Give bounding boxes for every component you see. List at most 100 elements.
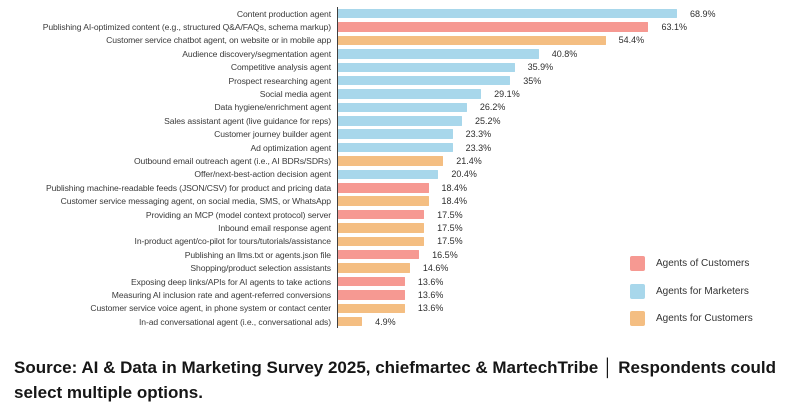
bar — [338, 49, 539, 59]
legend-swatch-red — [630, 256, 645, 271]
category-label: Sales assistant agent (live guidance for… — [164, 115, 331, 126]
bar-track: 35% — [337, 73, 800, 88]
chart-row: Customer journey builder agent 23.3% — [0, 127, 800, 141]
bar — [338, 75, 511, 86]
chart-row: Prospect researching agent 35% — [0, 73, 800, 88]
chart-row: Customer service chatbot agent, on websi… — [0, 33, 800, 48]
bar — [338, 223, 425, 233]
value-label: 54.4% — [618, 35, 645, 46]
value-label: 16.5% — [432, 249, 458, 260]
category-label: Competitive analysis agent — [230, 62, 331, 73]
category-label: Social media agent — [259, 89, 331, 100]
chart-row: Content production agent 68.9% — [0, 7, 800, 21]
bar-track: 13.6% — [337, 288, 800, 302]
chart-row: Customer service voice agent, in phone s… — [0, 301, 800, 315]
chart-row: Customer service messaging agent, on soc… — [0, 194, 800, 208]
category-label: Publishing machine-readable feeds (JSON/… — [45, 182, 331, 193]
legend-item-agents-of-customers: Agents of Customers — [630, 256, 753, 271]
bar — [338, 209, 425, 220]
chart-row: Competitive analysis agent 35.9% — [0, 60, 800, 74]
chart-row: Measuring AI inclusion rate and agent-re… — [0, 288, 800, 302]
bar-track: 68.9% — [337, 7, 800, 21]
bar — [338, 62, 515, 72]
chart-row: Audience discovery/segmentation agent 40.… — [0, 47, 800, 61]
bar-track: 40.8% — [337, 47, 800, 61]
value-label: 17.5% — [437, 222, 463, 233]
chart-row: Offer/next-best-action decision agent 20.… — [0, 167, 800, 182]
bar-track: 29.1% — [337, 87, 800, 101]
legend-label: Agents for Customers — [656, 313, 753, 324]
bar-track: 23.3% — [337, 140, 800, 155]
bar — [338, 276, 405, 287]
value-label: 13.6% — [417, 303, 444, 314]
bar — [338, 22, 649, 32]
bar — [338, 196, 429, 206]
bar — [338, 156, 444, 166]
bar-track: 26.2% — [337, 100, 800, 115]
bar — [338, 263, 410, 273]
category-label: Ad optimization agent — [250, 142, 331, 153]
bar — [338, 8, 677, 19]
value-label: 18.4% — [441, 196, 468, 207]
category-label: Content production agent — [236, 8, 331, 19]
bar-track: 35.9% — [337, 60, 800, 74]
chart-row: Inbound email response agent 17.5% — [0, 221, 800, 235]
legend-item-agents-for-customers: Agents for Customers — [630, 311, 753, 326]
value-label: 13.6% — [417, 276, 444, 287]
bar — [338, 169, 439, 180]
category-label: Inbound email response agent — [218, 222, 331, 233]
legend-swatch-blue — [630, 283, 645, 299]
category-label: Data hygiene/enrichment agent — [214, 102, 331, 113]
chart-legend: Agents of Customers Agents for Marketers… — [630, 256, 753, 339]
bar-track: 17.5% — [337, 234, 800, 249]
category-label: Providing an MCP (model context protocol… — [145, 209, 331, 220]
category-label: Measuring AI inclusion rate and agent-re… — [111, 289, 331, 300]
bar — [338, 236, 425, 247]
bar-track: 21.4% — [337, 154, 800, 168]
bar-track: 14.6% — [337, 261, 800, 275]
bar — [338, 249, 420, 260]
value-label: 29.1% — [494, 89, 520, 100]
value-label: 68.9% — [689, 8, 716, 19]
bar-track: 63.1% — [337, 20, 800, 34]
bar — [338, 35, 606, 46]
chart-row: In-product agent/co-pilot for tours/tuto… — [0, 234, 800, 249]
legend-label: Agents for Marketers — [656, 285, 749, 297]
bar-chart-plot-area: Content production agent 68.9% Publishing … — [0, 7, 800, 329]
bar — [338, 142, 453, 153]
chart-row: Exposing deep links/APIs for AI agents t… — [0, 274, 800, 289]
value-label: 35.9% — [527, 62, 554, 73]
category-label: Exposing deep links/APIs for AI agents t… — [130, 276, 331, 287]
bar — [338, 89, 482, 99]
category-label: Prospect researching agent — [228, 75, 332, 86]
legend-swatch-orange — [630, 311, 645, 326]
category-label: Customer service messaging agent, on soc… — [60, 196, 331, 207]
bar-track: 18.4% — [337, 181, 800, 195]
chart-row: Publishing machine-readable feeds (JSON/… — [0, 181, 800, 195]
bar-track: 23.3% — [337, 127, 800, 141]
chart-row: Providing an MCP (model context protocol… — [0, 207, 800, 222]
chart-row: Sales assistant agent (live guidance for… — [0, 114, 800, 128]
category-label: Customer service chatbot agent, on websi… — [106, 35, 331, 46]
value-label: 26.2% — [479, 102, 506, 113]
category-label: In-product agent/co-pilot for tours/tuto… — [134, 236, 332, 247]
value-label: 23.3% — [465, 142, 492, 153]
bar — [338, 316, 363, 327]
chart-row: Outbound email outreach agent (i.e., AI … — [0, 154, 800, 168]
value-label: 17.5% — [437, 209, 463, 220]
chart-row: Publishing an llms.txt or agents.json fi… — [0, 248, 800, 262]
chart-row: Ad optimization agent 23.3% — [0, 140, 800, 155]
bar — [338, 303, 405, 314]
category-label: Publishing an llms.txt or agents.json fi… — [184, 249, 331, 260]
value-label: 13.6% — [417, 289, 444, 300]
chart-row: Publishing AI-optimized content (e.g., s… — [0, 20, 800, 34]
category-label: Offer/next-best-action decision agent — [194, 169, 331, 180]
category-label: Publishing AI-optimized content (e.g., s… — [42, 22, 331, 33]
value-label: 21.4% — [456, 155, 482, 166]
value-label: 14.6% — [422, 263, 449, 274]
bar — [338, 129, 453, 139]
value-label: 25.2% — [474, 115, 501, 126]
bar — [338, 183, 429, 193]
bar-track: 18.4% — [337, 194, 800, 208]
